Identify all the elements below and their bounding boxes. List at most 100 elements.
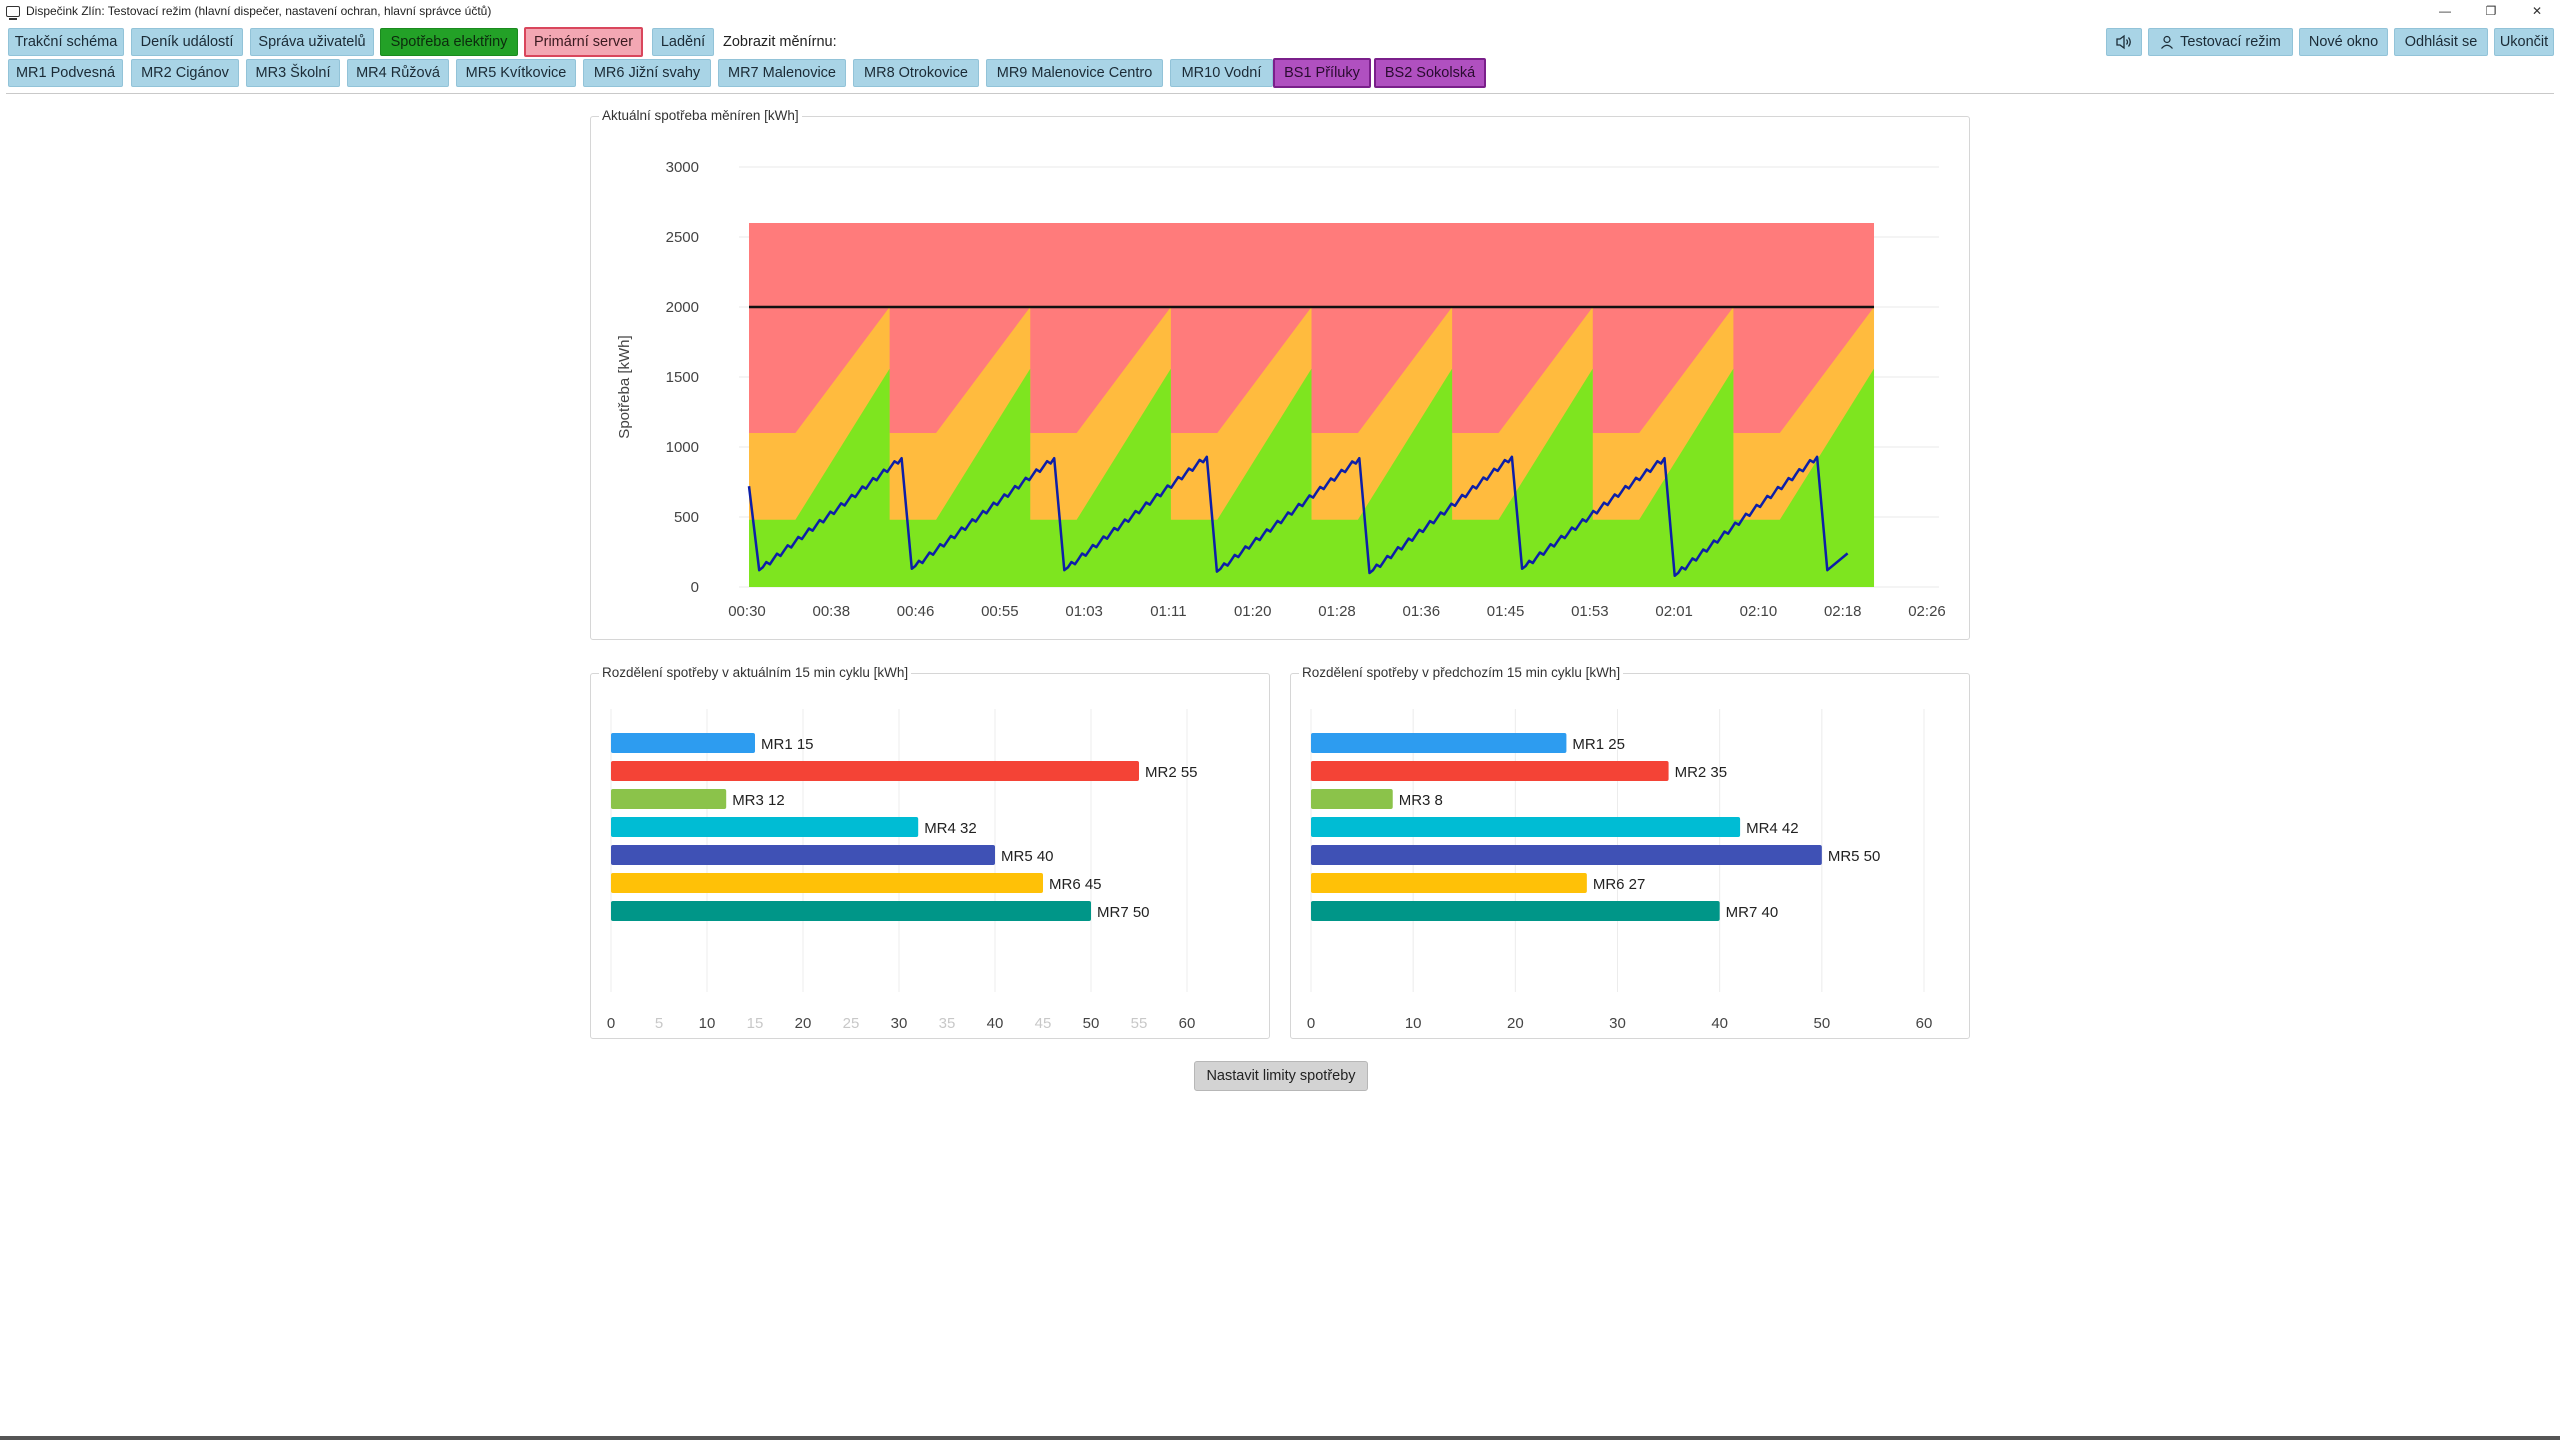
substation-mr10-button[interactable]: MR10 Vodní [1170, 59, 1273, 87]
bar-label-mr7: MR7 40 [1726, 904, 1779, 921]
bar-mr3 [1311, 789, 1393, 809]
x-tick-label: 01:36 [1403, 603, 1441, 620]
bar-label-mr2: MR2 35 [1675, 764, 1728, 781]
nav-user-management-button[interactable]: Správa uživatelů [250, 28, 374, 56]
y-tick-label: 2500 [666, 229, 699, 246]
show-substation-label: Zobrazit měnírnu: [723, 34, 837, 50]
x-tick-label: 45 [1035, 1015, 1052, 1032]
substation-mr5-button[interactable]: MR5 Kvítkovice [456, 59, 576, 87]
test-mode-label: Testovací režim [2180, 34, 2281, 50]
x-tick-label: 30 [891, 1015, 908, 1032]
set-consumption-limits-button[interactable]: Nastavit limity spotřeby [1194, 1061, 1368, 1091]
x-tick-label: 00:30 [728, 603, 766, 620]
test-mode-button[interactable]: Testovací režim [2148, 28, 2293, 56]
consumption-chart-title: Aktuální spotřeba měníren [kWh] [599, 108, 802, 123]
substation-mr8-button[interactable]: MR8 Otrokovice [853, 59, 979, 87]
bar-label-mr7: MR7 50 [1097, 904, 1150, 921]
current-cycle-title: Rozdělení spotřeby v aktuálním 15 min cy… [599, 665, 912, 680]
window-titlebar: Dispečink Zlín: Testovací režim (hlavní … [0, 0, 2560, 22]
x-tick-label: 20 [1507, 1015, 1524, 1032]
substation-bs2-button[interactable]: BS2 Sokolská [1374, 58, 1486, 88]
bar-label-mr5: MR5 50 [1828, 848, 1881, 865]
x-tick-label: 01:20 [1234, 603, 1272, 620]
x-tick-label: 0 [607, 1015, 615, 1032]
window-title: Dispečink Zlín: Testovací režim (hlavní … [26, 4, 492, 18]
x-tick-label: 50 [1083, 1015, 1100, 1032]
x-tick-label: 01:11 [1150, 603, 1186, 620]
x-tick-label: 01:28 [1318, 603, 1356, 620]
bar-mr6 [1311, 873, 1587, 893]
app-icon [6, 5, 20, 20]
substation-mr4-button[interactable]: MR4 Růžová [347, 59, 449, 87]
x-tick-label: 00:55 [981, 603, 1019, 620]
bar-mr7 [1311, 901, 1720, 921]
y-tick-label: 1500 [666, 369, 699, 386]
new-window-button[interactable]: Nové okno [2299, 28, 2388, 56]
substation-bs1-button[interactable]: BS1 Příluky [1273, 58, 1371, 88]
x-tick-label: 01:45 [1487, 603, 1525, 620]
window-controls: — ❐ ✕ [2422, 0, 2560, 22]
x-tick-label: 02:01 [1655, 603, 1693, 620]
exit-button[interactable]: Ukončit [2494, 28, 2554, 56]
x-tick-label: 01:03 [1065, 603, 1103, 620]
y-tick-label: 3000 [666, 159, 699, 176]
nav-debug-button[interactable]: Ladění [652, 28, 714, 56]
x-tick-label: 50 [1813, 1015, 1830, 1032]
substation-mr2-button[interactable]: MR2 Cigánov [131, 59, 239, 87]
bar-label-mr6: MR6 27 [1593, 876, 1646, 893]
x-tick-label: 02:10 [1740, 603, 1778, 620]
x-tick-label: 30 [1609, 1015, 1626, 1032]
x-tick-label: 00:46 [897, 603, 935, 620]
logout-button[interactable]: Odhlásit se [2394, 28, 2488, 56]
y-tick-label: 2000 [666, 299, 699, 316]
bar-label-mr3: MR3 12 [732, 792, 785, 809]
sound-toggle-button[interactable] [2106, 28, 2142, 56]
nav-event-log-button[interactable]: Deník událostí [131, 28, 243, 56]
x-tick-label: 10 [699, 1015, 716, 1032]
bar-mr1 [1311, 733, 1567, 753]
bottom-edge [0, 1436, 2560, 1440]
bar-label-mr4: MR4 42 [1746, 820, 1799, 837]
y-tick-label: 500 [674, 509, 699, 526]
x-tick-label: 20 [795, 1015, 812, 1032]
x-tick-label: 40 [987, 1015, 1004, 1032]
substation-mr9-button[interactable]: MR9 Malenovice Centro [986, 59, 1163, 87]
y-tick-label: 0 [691, 579, 699, 596]
x-tick-label: 60 [1179, 1015, 1196, 1032]
restore-icon[interactable]: ❐ [2485, 4, 2497, 18]
bar-mr4 [611, 817, 919, 837]
speaker-icon [2116, 34, 2131, 50]
consumption-chart-panel: Aktuální spotřeba měníren [kWh] 0 500 1000… [590, 108, 1970, 640]
current-cycle-bar-chart: 0 5 10 15 20 25 30 35 40 45 50 55 60 MR1 15 MR2 55 MR3 … [607, 709, 1198, 1032]
bar-mr1 [611, 733, 755, 753]
y-tick-label: 1000 [666, 439, 699, 456]
substation-mr3-button[interactable]: MR3 Školní [246, 59, 340, 87]
bar-label-mr1: MR1 25 [1572, 736, 1625, 753]
x-tick-label: 02:26 [1908, 603, 1946, 620]
x-tick-label: 0 [1307, 1015, 1315, 1032]
x-tick-label: 40 [1711, 1015, 1728, 1032]
bar-label-mr2: MR2 55 [1145, 764, 1198, 781]
substation-mr6-button[interactable]: MR6 Jižní svahy [583, 59, 711, 87]
substation-mr7-button[interactable]: MR7 Malenovice [718, 59, 846, 87]
substation-mr1-button[interactable]: MR1 Podvesná [8, 59, 123, 87]
x-tick-label: 10 [1405, 1015, 1422, 1032]
bar-mr5 [1311, 845, 1822, 865]
nav-power-consumption-button[interactable]: Spotřeba elektřiny [380, 28, 518, 56]
x-tick-label: 15 [747, 1015, 764, 1032]
toolbar-divider [6, 93, 2554, 94]
bar-label-mr4: MR4 32 [924, 820, 977, 837]
nav-traction-schema-button[interactable]: Trakční schéma [8, 28, 124, 56]
x-tick-label: 55 [1131, 1015, 1148, 1032]
bar-label-mr1: MR1 15 [761, 736, 814, 753]
bar-mr2 [1311, 761, 1669, 781]
primary-server-button[interactable]: Primární server [524, 27, 643, 57]
consumption-line [747, 455, 1849, 578]
y-axis-label: Spotřeba [kWh] [616, 335, 633, 438]
previous-cycle-bar-chart: 0 10 20 30 40 50 60 MR1 25 MR2 35 MR3 8 MR4 42 MR5 … [1307, 709, 1933, 1032]
x-tick-label: 60 [1916, 1015, 1933, 1032]
minimize-icon[interactable]: — [2439, 4, 2451, 18]
x-tick-label: 02:18 [1824, 603, 1862, 620]
x-tick-label: 25 [843, 1015, 860, 1032]
close-icon[interactable]: ✕ [2531, 4, 2543, 18]
